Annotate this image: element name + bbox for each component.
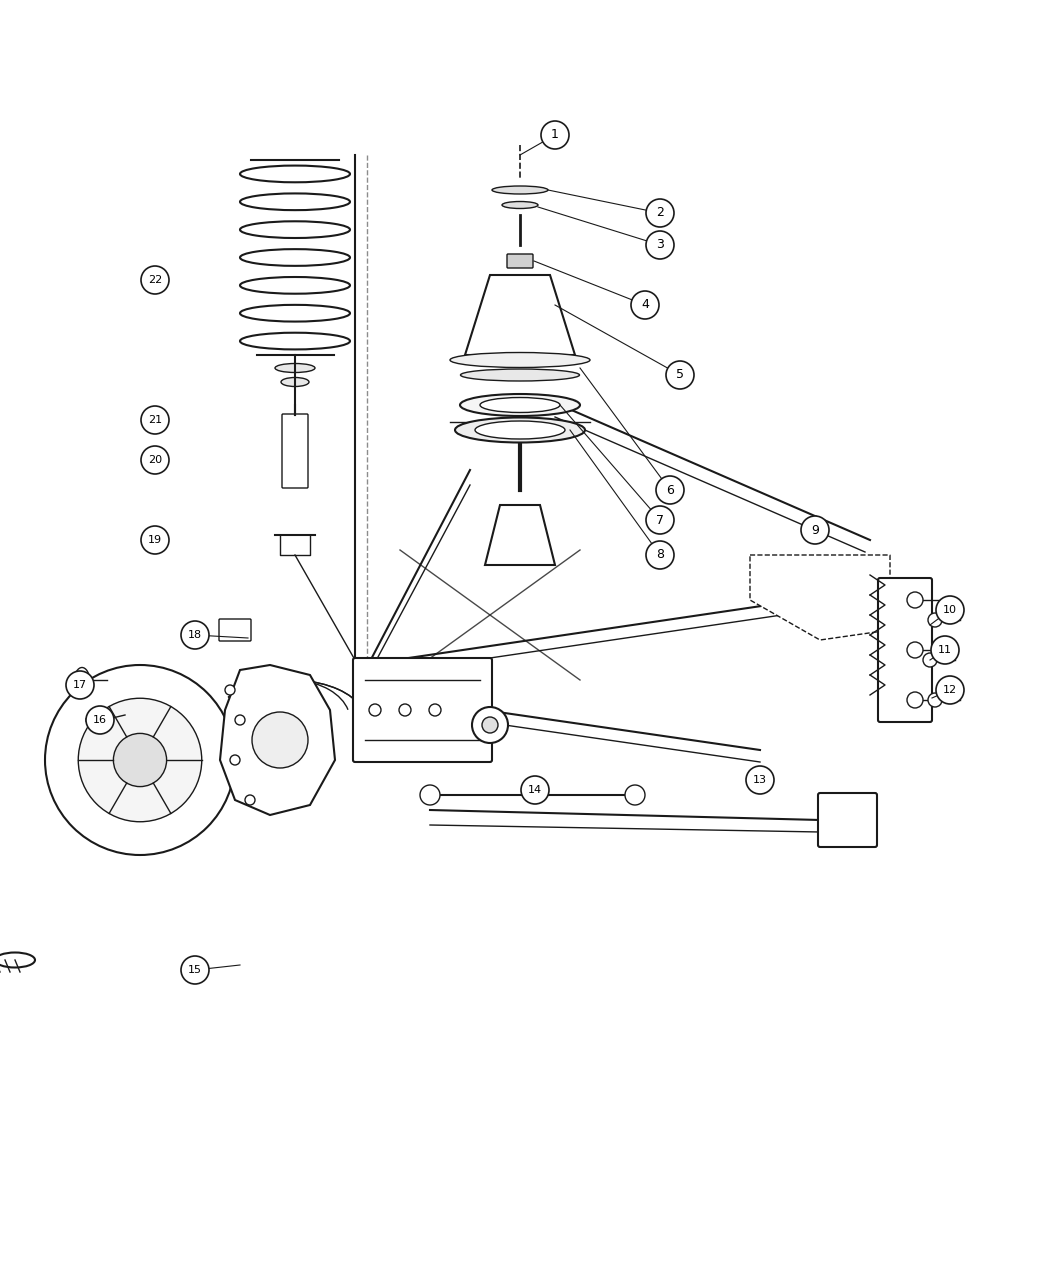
Circle shape [541, 121, 569, 149]
Circle shape [646, 541, 674, 569]
Circle shape [931, 636, 959, 664]
Text: 15: 15 [188, 965, 202, 975]
Text: 22: 22 [148, 275, 162, 286]
Circle shape [928, 613, 942, 627]
Polygon shape [465, 275, 575, 354]
Ellipse shape [460, 394, 580, 416]
Ellipse shape [475, 421, 565, 439]
Ellipse shape [455, 417, 585, 442]
Text: 8: 8 [656, 548, 664, 561]
Ellipse shape [86, 714, 104, 725]
Polygon shape [220, 666, 335, 815]
Circle shape [399, 704, 411, 717]
Circle shape [45, 666, 235, 856]
Circle shape [66, 671, 94, 699]
Circle shape [369, 704, 381, 717]
Polygon shape [750, 555, 890, 640]
Text: 9: 9 [811, 524, 819, 537]
Circle shape [181, 621, 209, 649]
FancyBboxPatch shape [878, 578, 932, 722]
Circle shape [928, 694, 942, 708]
Text: 18: 18 [188, 630, 202, 640]
Text: 5: 5 [676, 368, 684, 381]
Ellipse shape [75, 668, 89, 692]
Circle shape [79, 699, 202, 822]
Circle shape [646, 199, 674, 227]
Ellipse shape [281, 377, 309, 386]
Circle shape [113, 733, 167, 787]
Ellipse shape [275, 363, 315, 372]
Circle shape [225, 685, 235, 695]
Circle shape [141, 405, 169, 434]
Circle shape [936, 595, 964, 623]
Text: 16: 16 [93, 715, 107, 725]
Circle shape [429, 704, 441, 717]
Circle shape [420, 785, 440, 805]
Polygon shape [485, 505, 555, 565]
Circle shape [625, 785, 645, 805]
Ellipse shape [450, 352, 590, 367]
Circle shape [141, 527, 169, 555]
Text: 21: 21 [148, 414, 162, 425]
Circle shape [656, 476, 684, 504]
Text: 11: 11 [938, 645, 952, 655]
FancyBboxPatch shape [282, 414, 308, 488]
Circle shape [801, 516, 830, 544]
Text: 12: 12 [943, 685, 957, 695]
Text: 14: 14 [528, 785, 542, 796]
FancyBboxPatch shape [507, 254, 533, 268]
Text: 20: 20 [148, 455, 162, 465]
Text: 19: 19 [148, 536, 162, 544]
Circle shape [746, 766, 774, 794]
FancyBboxPatch shape [818, 793, 877, 847]
Circle shape [141, 266, 169, 295]
Circle shape [923, 653, 937, 667]
Text: 7: 7 [656, 514, 664, 527]
Text: 3: 3 [656, 238, 664, 251]
Circle shape [631, 291, 659, 319]
Circle shape [141, 446, 169, 474]
Circle shape [230, 755, 240, 765]
Circle shape [245, 796, 255, 805]
Circle shape [252, 711, 308, 768]
Circle shape [181, 956, 209, 984]
Text: 2: 2 [656, 207, 664, 219]
Circle shape [235, 715, 245, 725]
Ellipse shape [461, 368, 580, 381]
Circle shape [646, 231, 674, 259]
Circle shape [472, 708, 508, 743]
Text: 1: 1 [551, 129, 559, 142]
Circle shape [666, 361, 694, 389]
Circle shape [936, 676, 964, 704]
Ellipse shape [492, 186, 548, 194]
Text: 13: 13 [753, 775, 766, 785]
Text: 6: 6 [666, 483, 674, 496]
Ellipse shape [502, 201, 538, 209]
Circle shape [907, 692, 923, 708]
Circle shape [646, 506, 674, 534]
Circle shape [86, 706, 114, 734]
Circle shape [482, 717, 498, 733]
Circle shape [907, 643, 923, 658]
Text: 10: 10 [943, 606, 957, 615]
Ellipse shape [480, 398, 560, 413]
FancyBboxPatch shape [353, 658, 492, 762]
Ellipse shape [0, 952, 35, 968]
FancyBboxPatch shape [219, 618, 251, 641]
Text: 17: 17 [72, 680, 87, 690]
Text: 4: 4 [642, 298, 649, 311]
Circle shape [521, 776, 549, 805]
Circle shape [907, 592, 923, 608]
